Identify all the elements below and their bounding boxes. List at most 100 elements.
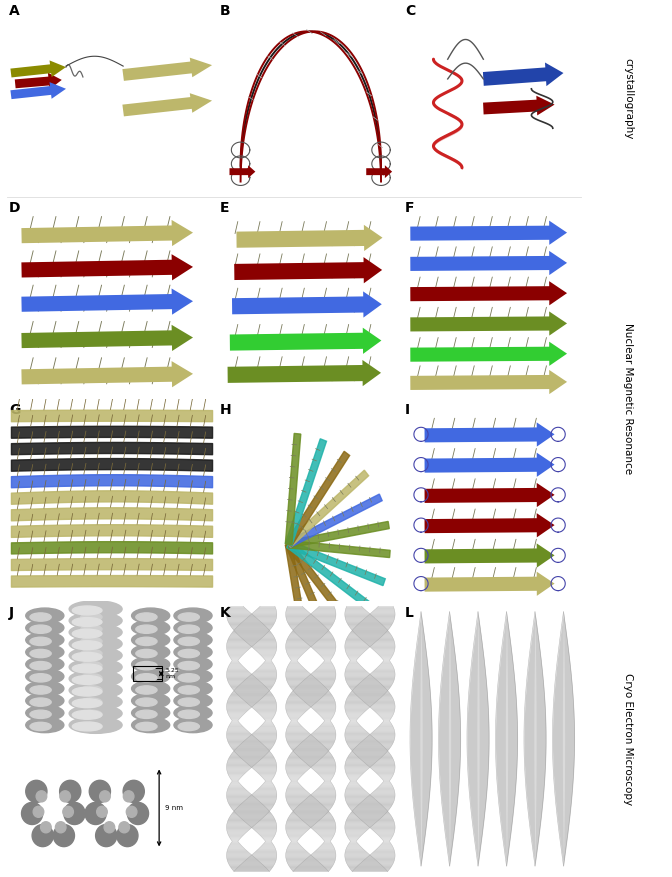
Polygon shape	[363, 761, 394, 762]
Polygon shape	[242, 863, 276, 864]
Polygon shape	[230, 867, 266, 868]
Polygon shape	[315, 669, 335, 670]
Polygon shape	[256, 730, 276, 731]
Polygon shape	[286, 732, 309, 733]
Polygon shape	[319, 726, 334, 727]
Polygon shape	[303, 701, 335, 702]
Polygon shape	[317, 833, 335, 834]
Polygon shape	[364, 762, 394, 763]
Polygon shape	[298, 816, 333, 817]
Polygon shape	[239, 684, 274, 685]
Polygon shape	[287, 834, 304, 835]
Polygon shape	[228, 743, 262, 744]
Polygon shape	[345, 614, 372, 615]
Polygon shape	[349, 814, 385, 815]
Polygon shape	[292, 750, 329, 751]
Polygon shape	[226, 615, 254, 616]
Polygon shape	[315, 831, 335, 832]
Polygon shape	[376, 729, 394, 730]
Polygon shape	[299, 637, 333, 638]
Polygon shape	[368, 796, 395, 797]
Polygon shape	[287, 681, 321, 682]
Polygon shape	[355, 633, 390, 634]
Polygon shape	[288, 726, 302, 727]
Polygon shape	[288, 845, 302, 846]
Polygon shape	[368, 706, 395, 707]
Polygon shape	[226, 674, 253, 675]
Polygon shape	[226, 614, 253, 615]
Polygon shape	[364, 859, 394, 860]
Polygon shape	[305, 762, 335, 763]
Polygon shape	[242, 698, 276, 699]
FancyArrow shape	[411, 342, 567, 366]
Polygon shape	[313, 830, 336, 831]
Polygon shape	[382, 839, 390, 840]
Polygon shape	[351, 810, 388, 811]
Polygon shape	[227, 608, 246, 609]
Polygon shape	[378, 846, 393, 847]
Polygon shape	[314, 670, 335, 671]
Polygon shape	[376, 833, 394, 834]
Polygon shape	[288, 786, 302, 787]
Polygon shape	[228, 699, 261, 701]
Polygon shape	[318, 847, 335, 848]
Polygon shape	[345, 609, 366, 610]
Polygon shape	[287, 741, 319, 742]
Polygon shape	[347, 715, 362, 716]
Polygon shape	[346, 862, 379, 863]
Polygon shape	[226, 795, 253, 796]
Polygon shape	[286, 822, 318, 823]
Polygon shape	[234, 690, 270, 691]
Polygon shape	[230, 783, 240, 784]
Polygon shape	[241, 818, 275, 819]
Polygon shape	[301, 819, 335, 820]
Polygon shape	[230, 663, 241, 664]
Ellipse shape	[69, 601, 122, 617]
Polygon shape	[253, 611, 277, 612]
Polygon shape	[383, 721, 390, 722]
Polygon shape	[248, 676, 277, 677]
Polygon shape	[382, 722, 390, 723]
Polygon shape	[286, 617, 317, 618]
Ellipse shape	[77, 657, 115, 672]
Polygon shape	[350, 692, 386, 693]
Polygon shape	[226, 858, 255, 859]
Polygon shape	[323, 659, 331, 660]
Polygon shape	[358, 817, 392, 818]
Polygon shape	[317, 607, 335, 608]
Polygon shape	[290, 693, 326, 694]
Polygon shape	[286, 763, 316, 764]
Polygon shape	[228, 716, 243, 717]
Polygon shape	[304, 800, 335, 801]
Polygon shape	[310, 734, 336, 735]
Polygon shape	[226, 796, 254, 797]
Ellipse shape	[73, 664, 102, 673]
Polygon shape	[347, 656, 360, 657]
Polygon shape	[308, 765, 336, 766]
Polygon shape	[345, 680, 378, 681]
Polygon shape	[347, 666, 362, 667]
Polygon shape	[319, 727, 335, 728]
Polygon shape	[353, 692, 390, 693]
Polygon shape	[240, 804, 274, 805]
Polygon shape	[294, 632, 331, 633]
Polygon shape	[376, 773, 394, 774]
Polygon shape	[238, 806, 274, 807]
Polygon shape	[249, 857, 277, 858]
Polygon shape	[307, 824, 336, 825]
Polygon shape	[230, 746, 266, 747]
Polygon shape	[287, 847, 304, 848]
Polygon shape	[288, 684, 323, 685]
Polygon shape	[233, 812, 269, 813]
Polygon shape	[319, 846, 334, 847]
Polygon shape	[304, 761, 335, 762]
Polygon shape	[380, 656, 392, 657]
Polygon shape	[348, 636, 383, 637]
Polygon shape	[287, 621, 321, 623]
Polygon shape	[230, 807, 266, 808]
Polygon shape	[290, 746, 325, 747]
Polygon shape	[346, 652, 364, 653]
Polygon shape	[319, 654, 334, 655]
Polygon shape	[298, 685, 333, 686]
Polygon shape	[228, 715, 243, 716]
